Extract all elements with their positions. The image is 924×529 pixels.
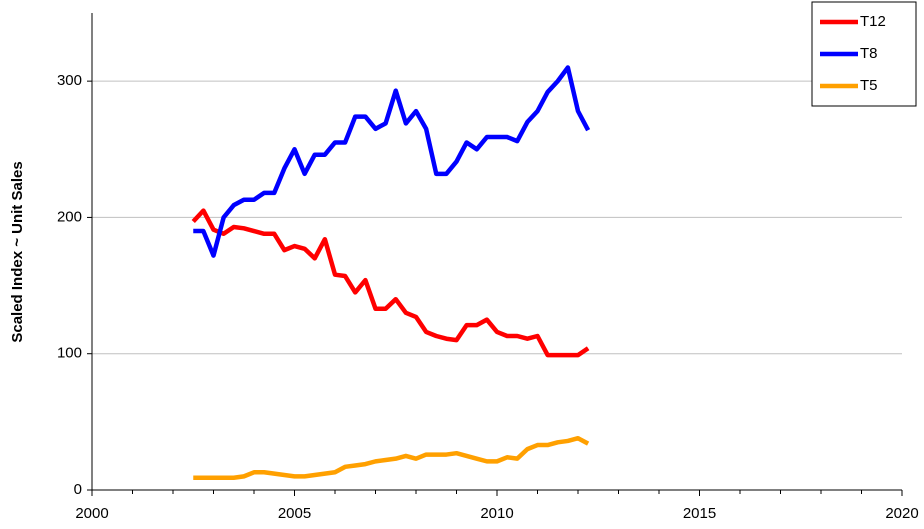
legend-label: T12 (860, 13, 886, 30)
y-tick-label: 300 (57, 72, 82, 89)
legend-label: T5 (860, 77, 878, 94)
y-tick-label: 100 (57, 345, 82, 362)
series-line (193, 435, 590, 480)
x-tick-label: 2000 (75, 505, 108, 522)
series-line (191, 208, 590, 358)
x-tick-label: 2020 (885, 505, 918, 522)
legend-label: T8 (860, 45, 878, 62)
y-tick-label: 0 (74, 481, 82, 498)
x-tick-label: 2010 (480, 505, 513, 522)
series-line (193, 65, 591, 258)
x-tick-label: 2005 (278, 505, 311, 522)
y-axis-label: Scaled Index ~ Unit Sales (9, 161, 26, 342)
y-tick-label: 200 (57, 208, 82, 225)
x-tick-label: 2015 (683, 505, 716, 522)
